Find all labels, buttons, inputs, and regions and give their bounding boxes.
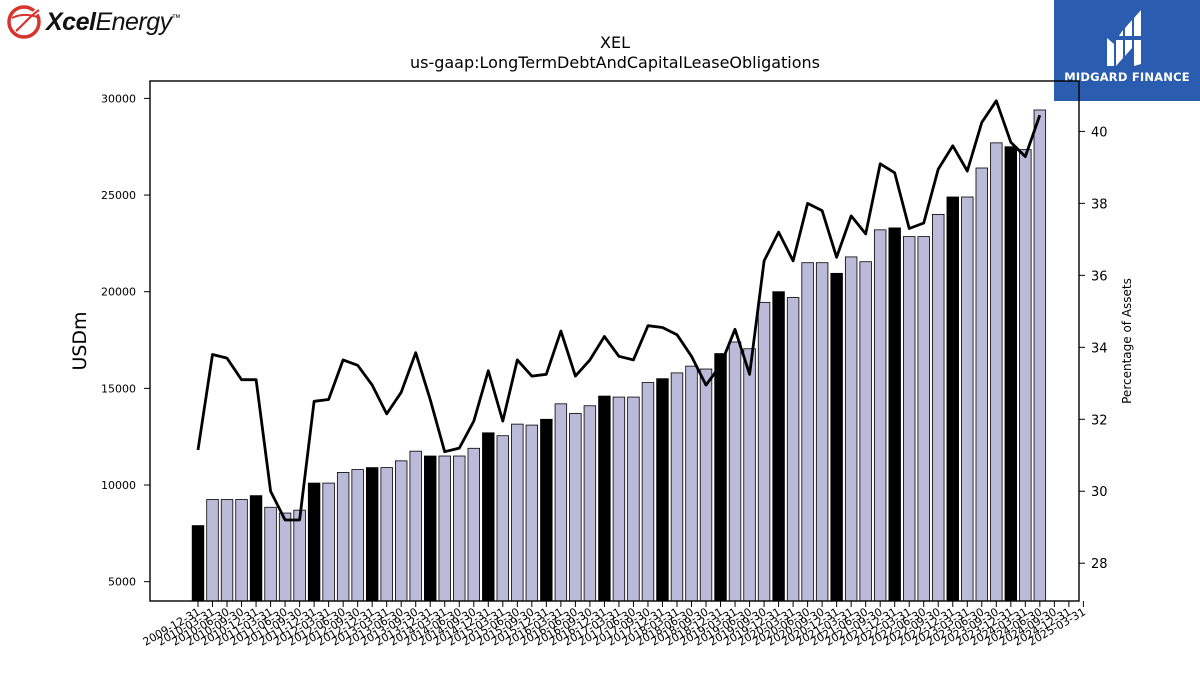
bar <box>293 509 306 602</box>
bar <box>699 368 713 602</box>
y2-tick-label: 38 <box>1091 197 1108 212</box>
bar <box>815 262 829 602</box>
x-axis: 2009-12-312010-03-312010-06-302010-09-30… <box>141 601 1088 649</box>
bar <box>220 499 234 602</box>
bar <box>801 262 814 602</box>
bar <box>307 482 321 602</box>
bar <box>394 460 408 602</box>
bar <box>380 467 393 602</box>
bar <box>206 499 219 602</box>
bar <box>525 424 539 602</box>
bar <box>482 432 495 602</box>
bar <box>569 413 582 602</box>
y-tick-label: 20000 <box>101 286 136 299</box>
bar <box>264 506 277 602</box>
chart-subtitle: us-gaap:LongTermDebtAndCapitalLeaseOblig… <box>410 53 820 72</box>
y2-axis-label: Percentage of Assets <box>1120 278 1134 404</box>
plot-frame <box>149 80 1080 602</box>
y-tick-label: 25000 <box>101 189 136 202</box>
bar <box>772 291 785 602</box>
bar <box>728 341 742 602</box>
bar <box>235 499 248 602</box>
bar <box>540 418 553 602</box>
y2-tick-label: 30 <box>1091 485 1108 500</box>
bar <box>278 512 292 602</box>
bar <box>598 395 611 602</box>
bar <box>249 495 263 602</box>
bar <box>612 396 626 602</box>
y2-tick-label: 40 <box>1091 125 1108 140</box>
bar <box>424 455 437 602</box>
xcel-energy-logo: XcelEnergy™ <box>6 4 181 40</box>
chart-title: XEL <box>600 33 630 52</box>
line-series <box>196 99 1042 522</box>
bar <box>946 196 959 602</box>
midgard-emblem-icon <box>1107 10 1141 66</box>
bar <box>888 227 901 602</box>
bar <box>903 236 916 602</box>
bar <box>873 229 887 602</box>
bar <box>322 482 335 602</box>
bar <box>917 236 930 602</box>
bar <box>453 455 466 602</box>
bar <box>641 382 655 602</box>
y2-tick-label: 28 <box>1091 557 1108 572</box>
bar <box>351 469 364 602</box>
bar <box>670 372 684 602</box>
bar <box>961 196 974 602</box>
y-tick-label: 5000 <box>108 576 136 589</box>
brand-name: MIDGARD FINANCE <box>1064 70 1190 84</box>
y-axis-right: 28 30 32 34 36 38 40 <box>1079 125 1108 572</box>
bar <box>554 403 568 602</box>
bar-series <box>191 109 1047 602</box>
bar <box>191 525 205 602</box>
bar <box>685 365 698 602</box>
bar <box>365 467 379 602</box>
bar <box>1033 109 1047 602</box>
y2-tick-label: 36 <box>1091 269 1108 284</box>
bar <box>656 378 669 602</box>
bar <box>743 348 756 602</box>
bar <box>496 435 510 602</box>
xcel-flame-icon <box>7 5 41 39</box>
bar <box>583 405 597 602</box>
percentage-line <box>196 99 1042 522</box>
y2-tick-label: 32 <box>1091 413 1108 428</box>
bar <box>757 301 771 602</box>
bar <box>627 396 640 602</box>
y-tick-label: 10000 <box>101 479 136 492</box>
y-axis-left: 5000 10000 15000 20000 25000 30000 <box>101 92 150 589</box>
bar <box>409 450 422 602</box>
bar <box>1019 149 1032 602</box>
bar <box>714 353 727 602</box>
bar <box>1004 146 1018 602</box>
y-tick-label: 30000 <box>101 92 136 105</box>
y-tick-label: 15000 <box>101 382 136 395</box>
bar <box>786 297 800 602</box>
bar <box>336 472 350 602</box>
xcel-energy-wordmark: XcelEnergy™ <box>46 7 181 36</box>
bar <box>467 447 480 602</box>
y-axis-label: USDm <box>69 311 91 370</box>
bar <box>511 423 524 602</box>
bar <box>438 455 451 602</box>
bar <box>844 256 858 602</box>
bar <box>932 213 945 602</box>
bar <box>990 142 1003 602</box>
bar <box>859 261 872 602</box>
bar <box>975 167 988 602</box>
y2-tick-label: 34 <box>1091 341 1108 356</box>
bar <box>830 272 843 602</box>
